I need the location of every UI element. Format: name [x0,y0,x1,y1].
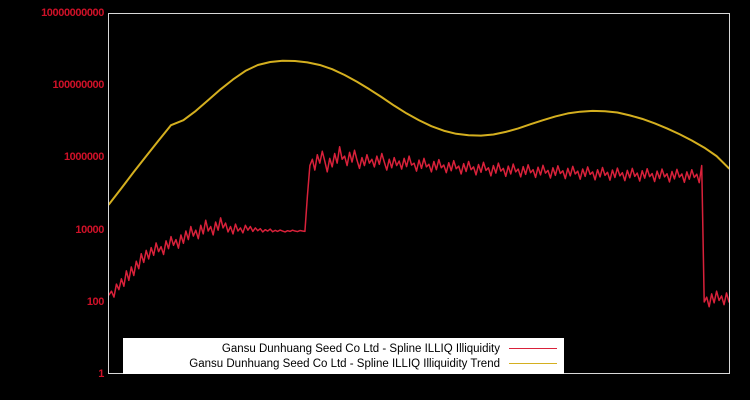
legend-item[interactable]: Gansu Dunhuang Seed Co Ltd - Spline ILLI… [124,356,563,371]
y-axis-tick-labels: 10000000000 100000000 1000000 10000 100 1 [0,0,104,400]
legend-label-illiquidity: Gansu Dunhuang Seed Co Ltd - Spline ILLI… [221,342,500,355]
legend-item[interactable]: Gansu Dunhuang Seed Co Ltd - Spline ILLI… [124,341,563,356]
series-line-trend [109,61,729,205]
chart-legend: Gansu Dunhuang Seed Co Ltd - Spline ILLI… [123,338,564,374]
y-axis-tick-label: 10000 [75,223,104,236]
y-axis-tick-label: 100000000 [52,79,105,92]
legend-swatch-illiquidity-trend [509,363,557,364]
legend-label-illiquidity-trend: Gansu Dunhuang Seed Co Ltd - Spline ILLI… [189,357,500,370]
y-axis-tick-label: 1 [98,368,104,380]
series-line-illiquidity [109,147,729,307]
chart-canvas [109,14,729,373]
y-axis-tick-label: 1000000 [63,151,104,164]
legend-swatch-illiquidity [509,348,557,349]
y-axis-tick-label: 100 [86,295,105,308]
plot-area [108,13,730,374]
y-axis-tick-label: 10000000000 [41,7,104,19]
